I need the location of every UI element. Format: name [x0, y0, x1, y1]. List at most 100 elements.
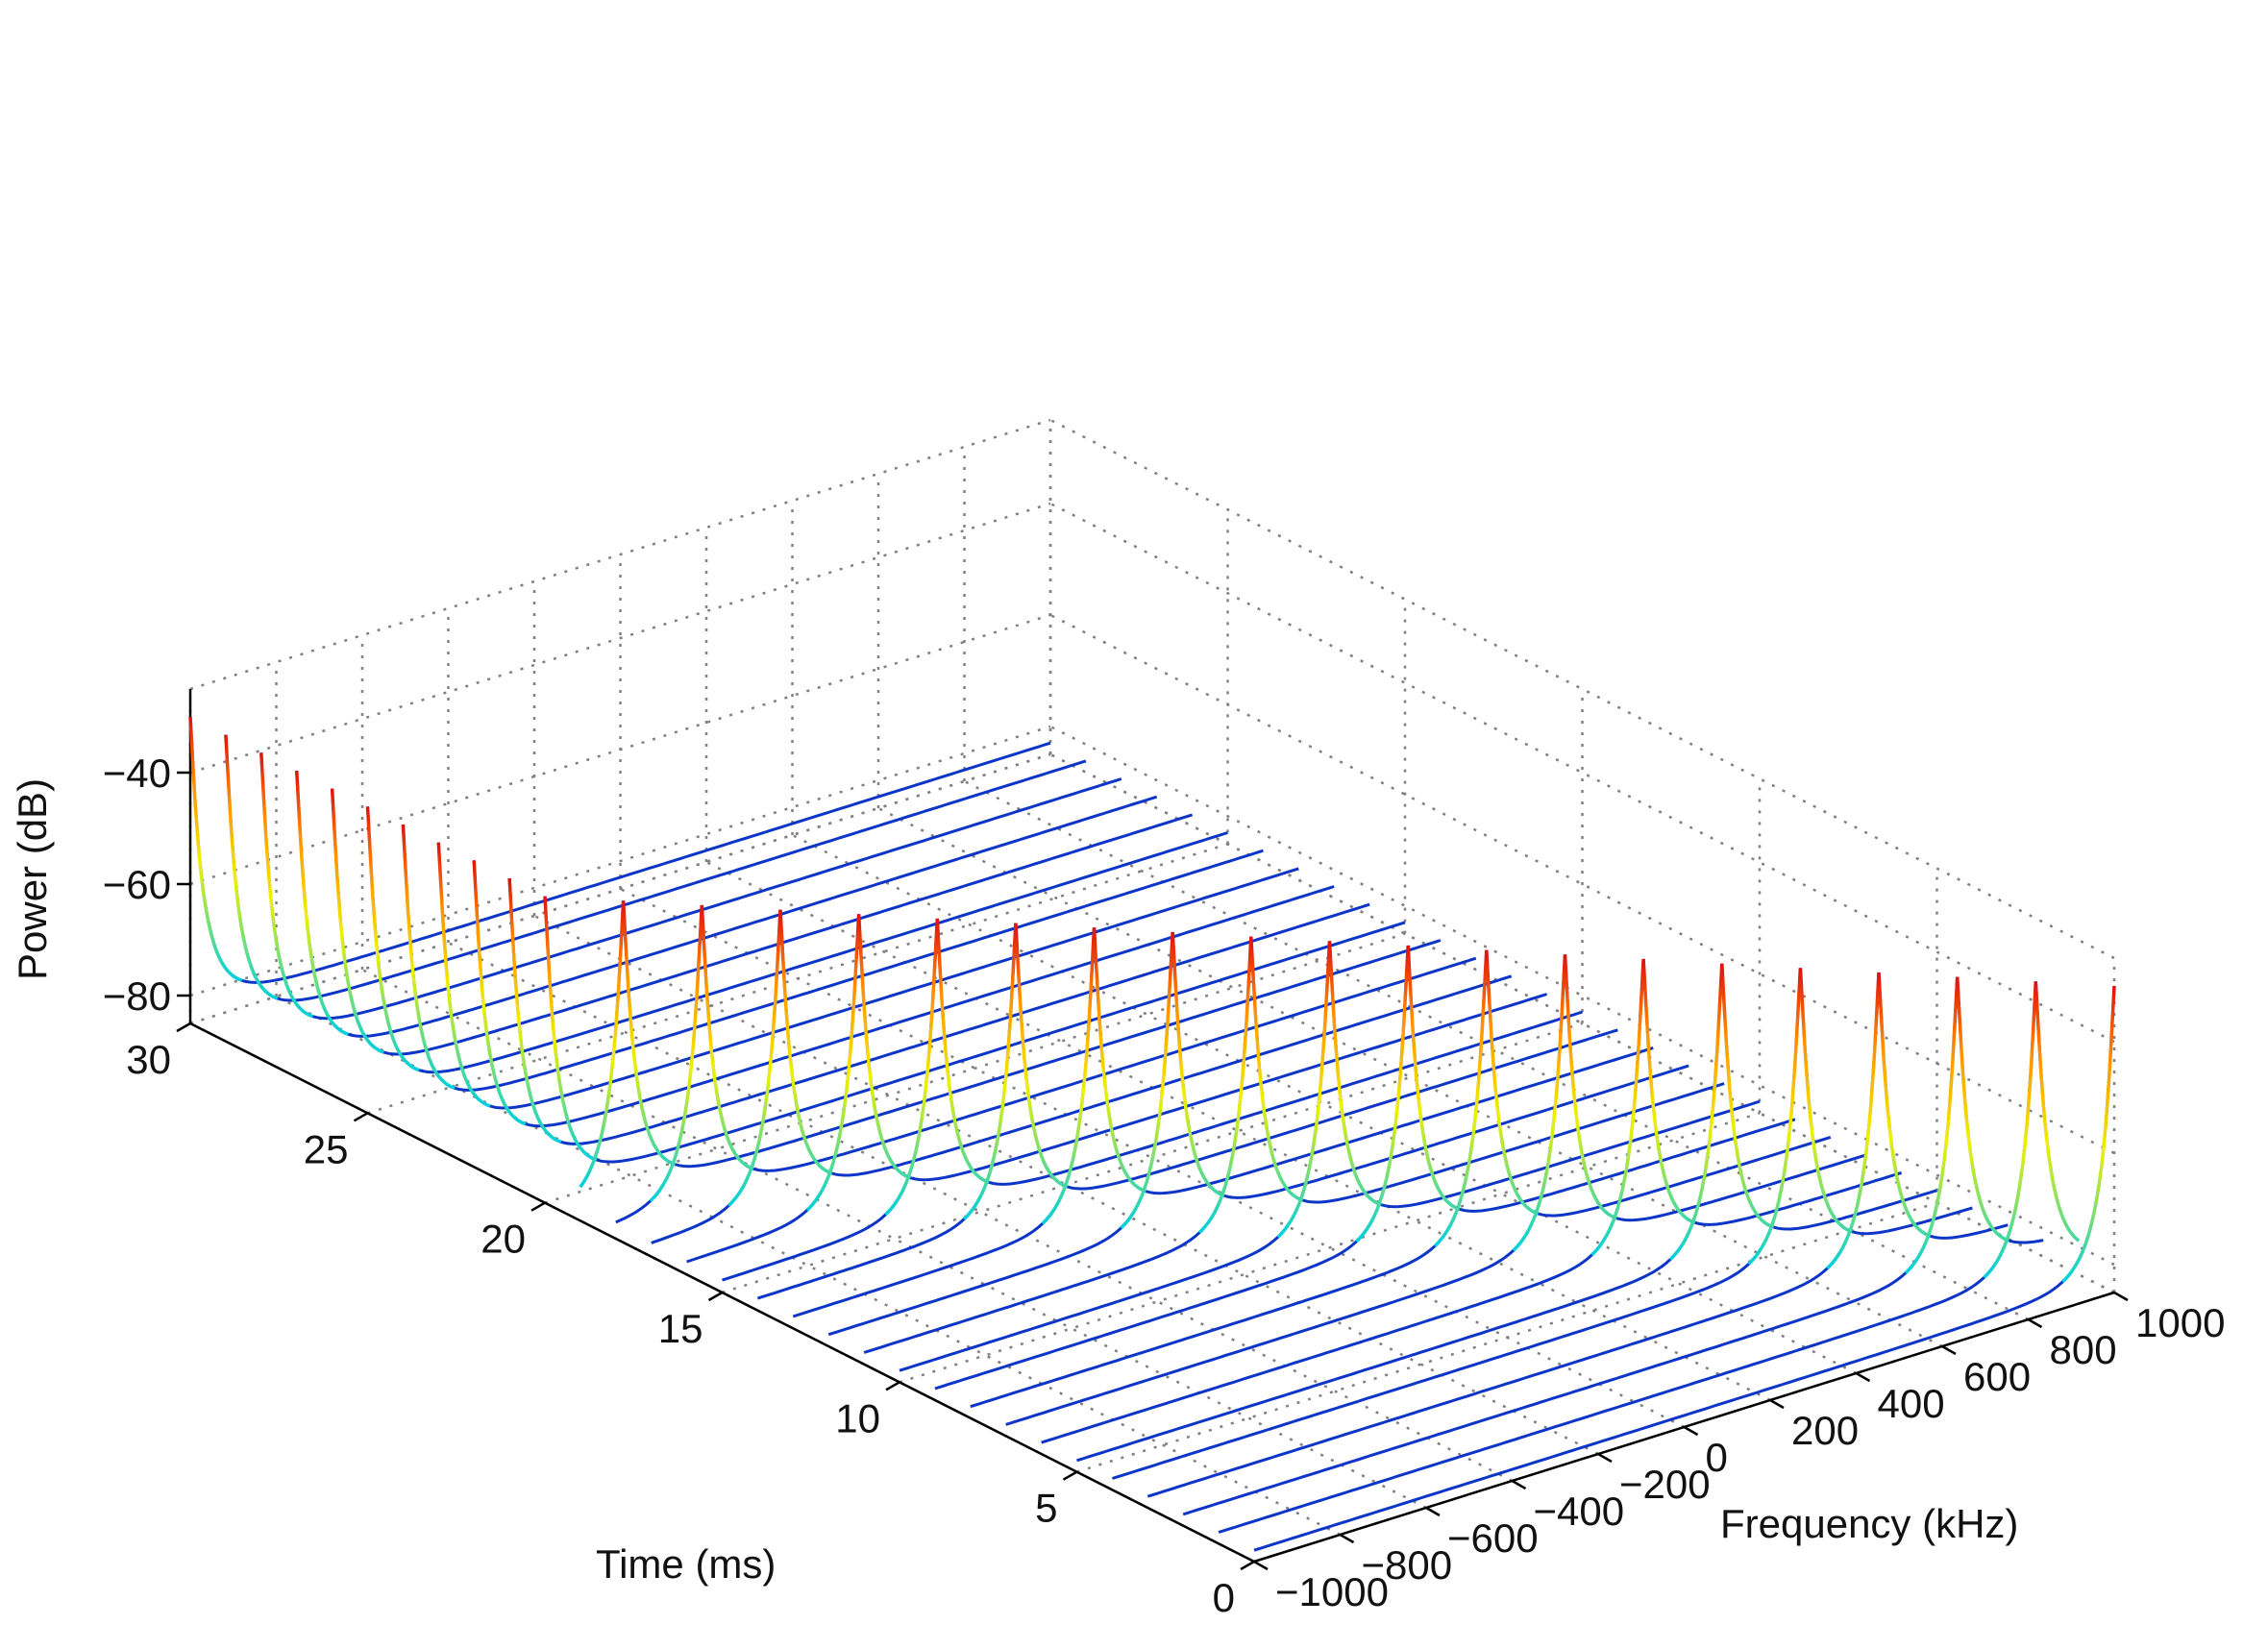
spectrum-peak: [884, 918, 990, 1217]
spectrum-peak: [1668, 963, 1775, 1261]
spectrum-trace: [579, 900, 1442, 1188]
spectrum-trace: [863, 936, 1725, 1354]
frequency-tick: [1769, 1398, 1785, 1410]
time-tick: [530, 1201, 546, 1212]
grid-line-z-side: [1049, 613, 2115, 1155]
time-tick: [885, 1381, 900, 1391]
spectrum-peak: [294, 770, 350, 1036]
spectrum-trace: [401, 824, 1264, 1092]
spectrum-trace: [1005, 954, 1867, 1426]
spectrum-peak: [330, 788, 384, 1054]
spectrum-peak: [401, 824, 456, 1090]
spectrum-peak: [472, 860, 527, 1126]
spectrum-trace: [1076, 963, 1937, 1463]
time-tick-label: 15: [658, 1306, 703, 1351]
spectrum-peak: [1197, 936, 1304, 1234]
spectrum-peak: [649, 904, 754, 1203]
spectrum-peak: [259, 752, 314, 1019]
time-tick: [353, 1112, 369, 1122]
grid-line-x-floor: [877, 806, 1943, 1348]
frequency-tick-label: 200: [1791, 1408, 1859, 1453]
grid-line-x-floor: [963, 779, 2030, 1321]
grid-line-z-back: [189, 418, 1051, 691]
grid-line-z-back: [189, 725, 1051, 997]
spectrum-peak: [579, 900, 677, 1189]
grid-lines: [188, 418, 2116, 1563]
spectrum-trace: [188, 716, 1051, 984]
spectrum-trace: [792, 927, 1654, 1318]
spectrum-peak: [962, 923, 1069, 1220]
grid-line-x-floor: [705, 860, 1771, 1402]
spectrum-peak: [436, 842, 491, 1108]
grid-line-x-floor: [361, 968, 1427, 1510]
time-tick-label: 10: [835, 1395, 880, 1440]
time-tick-label: 30: [126, 1037, 171, 1082]
grid-line-x-floor: [533, 914, 1599, 1456]
spectrum-trace: [1182, 976, 2044, 1516]
spectrum-peak: [1904, 976, 2010, 1274]
frequency-tick: [1511, 1479, 1527, 1490]
spectrum-trace: [1253, 985, 2116, 1552]
spectrum-peak: [1590, 958, 1696, 1257]
frequency-tick: [1425, 1506, 1441, 1517]
grid-line-z-side: [1049, 418, 2115, 960]
frequency-tick: [1339, 1533, 1355, 1544]
spectrum-peak: [1826, 972, 1932, 1270]
frequency-tick-label: 600: [1963, 1354, 2031, 1399]
frequency-tick: [1855, 1371, 1871, 1383]
spectrum-peak: [1120, 931, 1225, 1230]
spectrum-peak: [1276, 941, 1382, 1239]
time-tick: [1240, 1560, 1255, 1571]
frequency-tick-label: −1000: [1275, 1569, 1389, 1614]
grid-line-x-floor: [791, 833, 1858, 1375]
spectrum-traces: [188, 716, 2116, 1552]
axes: [176, 689, 2129, 1571]
frequency-tick-label: −600: [1447, 1515, 1539, 1561]
time-tick-label: 25: [304, 1126, 349, 1171]
spectrum-trace: [756, 923, 1618, 1300]
spectrum-peak: [543, 896, 598, 1162]
time-tick: [176, 1022, 191, 1033]
grid-line-t-floor: [899, 1112, 1761, 1384]
spectrum-peak: [1512, 954, 1617, 1252]
spectrum-peak: [1355, 945, 1461, 1243]
grid-line-z-back: [189, 752, 1051, 1025]
spectrum-peak: [224, 734, 279, 1000]
spectrum-trace: [507, 877, 1370, 1145]
spectrum-trace: [543, 896, 1406, 1164]
time-tick: [707, 1291, 724, 1302]
grid-line-z-side: [1049, 502, 2115, 1044]
spectrum-trace: [472, 860, 1335, 1128]
grid-line-t-floor: [367, 843, 1228, 1115]
frequency-tick: [1941, 1344, 1957, 1356]
frequency-tick-label: −400: [1534, 1489, 1625, 1534]
frequency-tick: [1253, 1560, 1269, 1571]
power-tick-label: −80: [103, 973, 171, 1019]
z-axis-label: Power (dB): [10, 778, 55, 980]
frequency-tick-label: 400: [1878, 1381, 1945, 1426]
frequency-tick-label: −200: [1619, 1462, 1711, 1507]
spectrum-peak: [1983, 981, 2081, 1279]
y-axis-label: Time (ms): [596, 1541, 776, 1587]
spectrum-peak: [1747, 968, 1853, 1266]
spectrum-trace: [295, 770, 1158, 1038]
spectrum-trace: [1218, 981, 2081, 1534]
spectrum-peak: [188, 716, 243, 982]
grid-line-x-floor: [447, 941, 1514, 1483]
time-tick-label: 0: [1213, 1575, 1235, 1620]
spectrum-peak: [1433, 949, 1540, 1247]
spectrum-trace: [366, 806, 1228, 1074]
spectrum-trace: [827, 931, 1689, 1337]
spectrum-trace: [331, 788, 1194, 1056]
spectrum-peak: [2061, 985, 2116, 1284]
frequency-tick: [1683, 1425, 1699, 1437]
time-tick-label: 20: [481, 1217, 526, 1262]
spectrum-trace: [1041, 958, 1903, 1444]
frequency-tick-label: 1000: [2135, 1300, 2225, 1345]
x-axis-label: Frequency (kHz): [1720, 1501, 2018, 1546]
frequency-tick: [2027, 1317, 2043, 1329]
grid-line-z-back: [189, 502, 1051, 775]
frequency-tick: [2113, 1291, 2129, 1302]
